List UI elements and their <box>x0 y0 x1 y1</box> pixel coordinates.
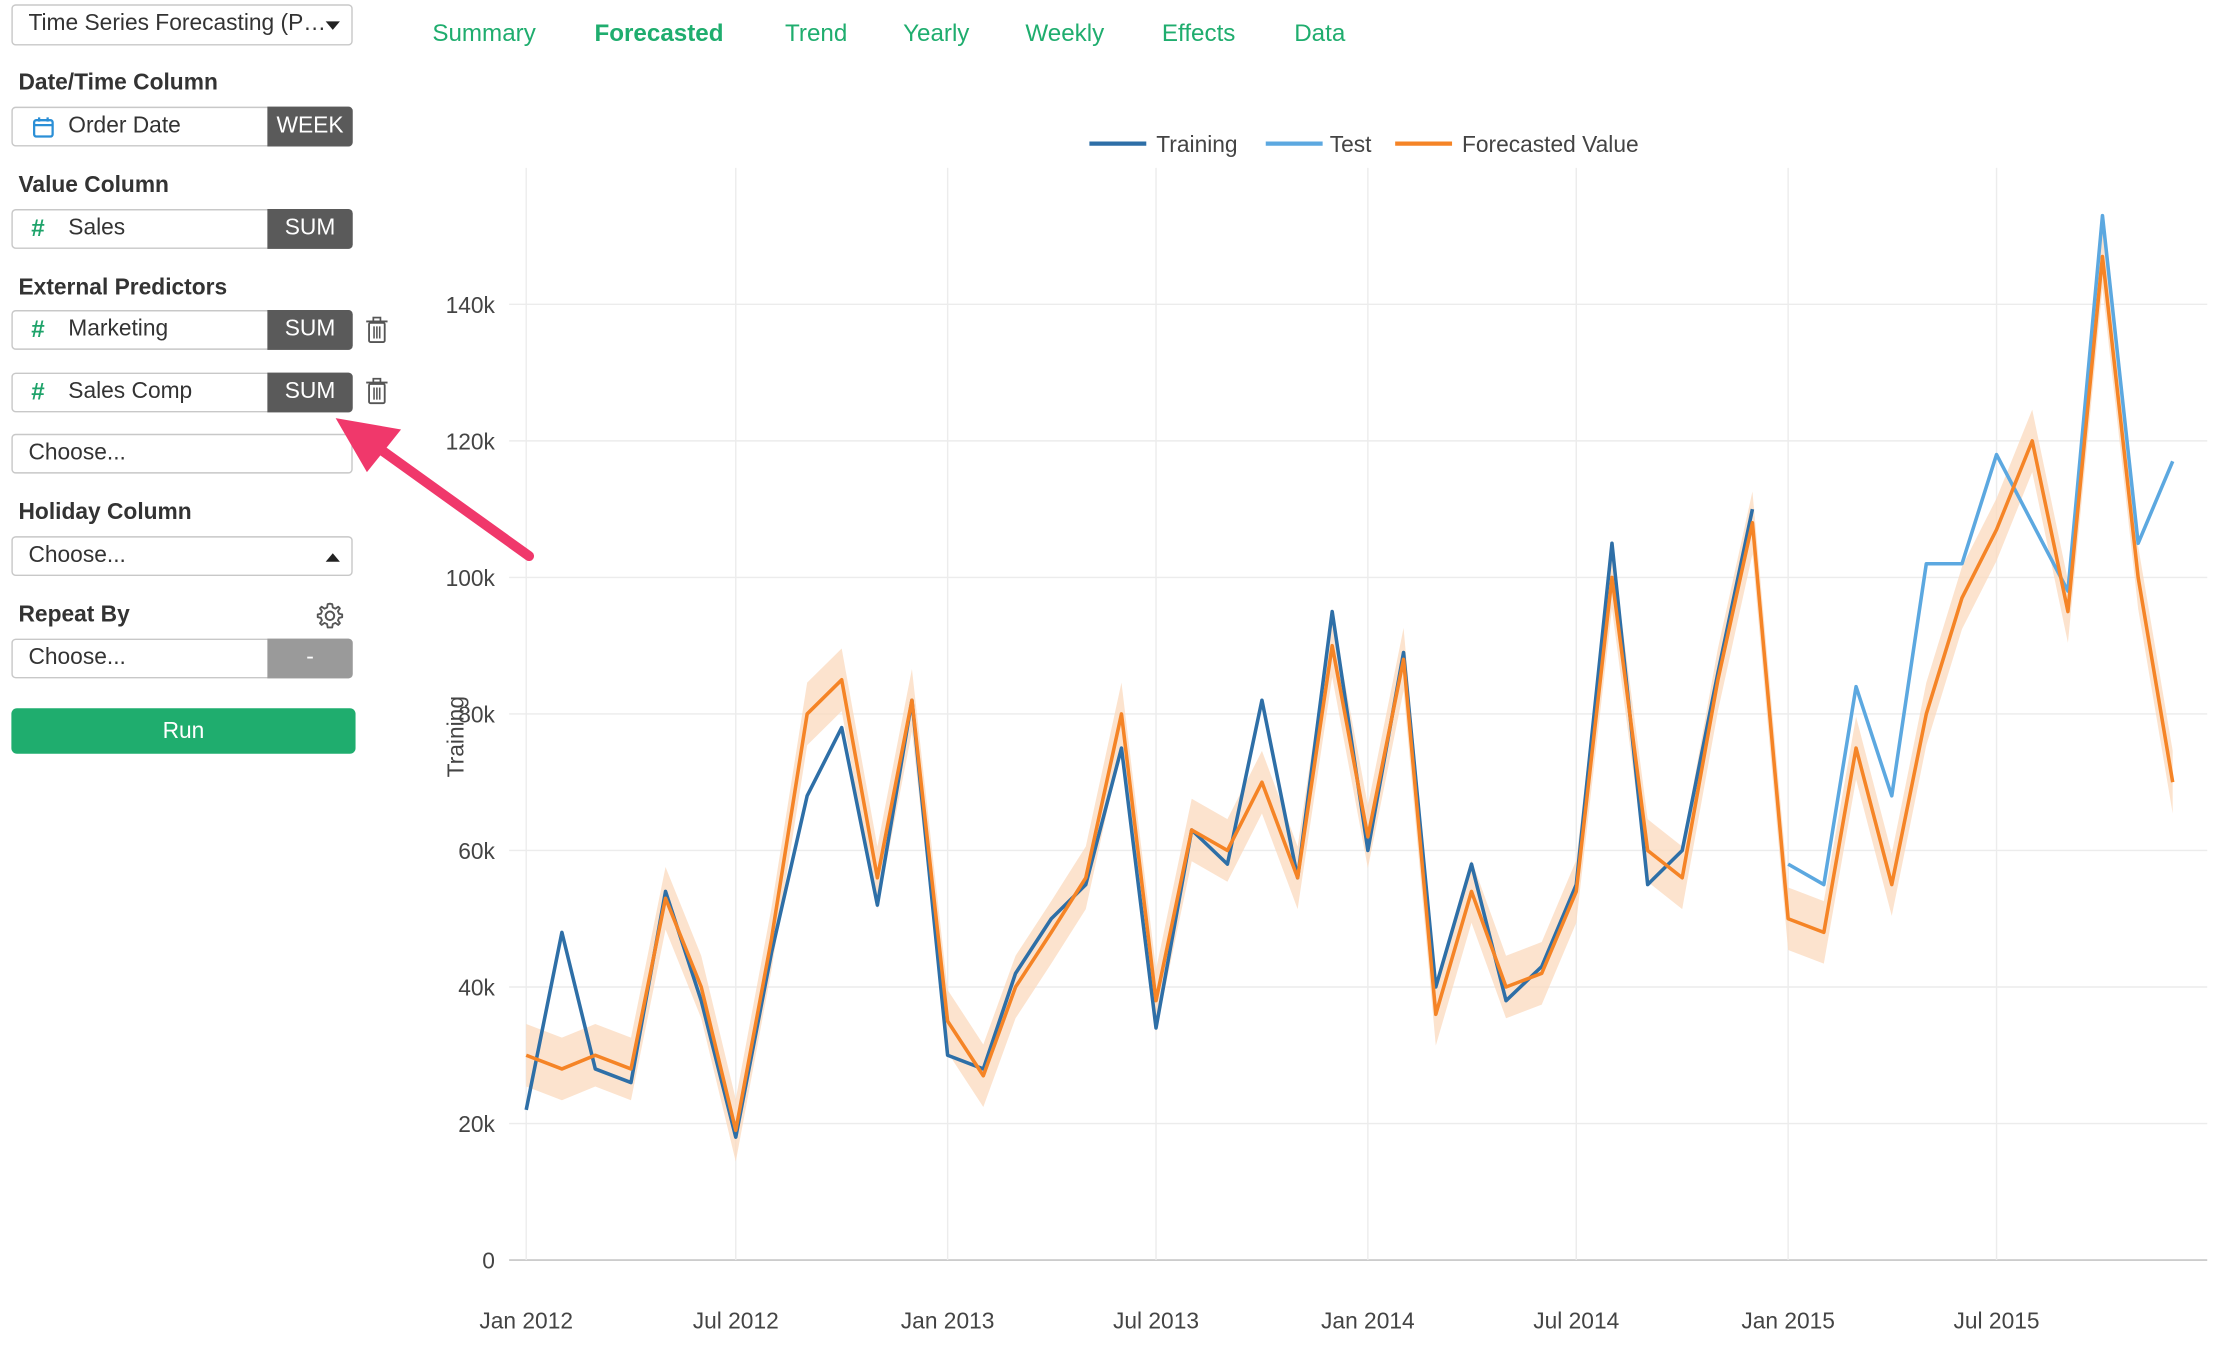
predictor-field-marketing[interactable]: # Marketing SUM <box>11 310 353 350</box>
holiday-column-select[interactable]: Choose... <box>11 536 353 576</box>
x-tick-label: Jan 2012 <box>479 1307 573 1333</box>
y-tick-label: 120k <box>446 428 496 454</box>
analysis-type-select[interactable]: Time Series Forecasting (P… <box>11 4 353 46</box>
chevron-up-icon <box>325 553 340 562</box>
y-tick-label: 20k <box>458 1111 495 1137</box>
y-axis-title: Training <box>443 696 469 777</box>
repeat-by-select[interactable]: Choose... - <box>11 638 353 679</box>
legend-training-label: Training <box>1156 131 1237 157</box>
run-button[interactable]: Run <box>11 708 356 754</box>
forecast-band <box>526 225 2173 1162</box>
value-column-value: Sales <box>68 216 126 241</box>
predictor-value: Marketing <box>68 317 169 342</box>
predictor-choose-placeholder: Choose... <box>28 440 126 466</box>
hash-icon: # <box>31 214 45 242</box>
x-tick-label: Jan 2015 <box>1741 1307 1835 1333</box>
analysis-type-value: Time Series Forecasting (P… <box>28 11 327 36</box>
forecast-chart: Training Test Forecasted Value 0 20k 40k 60… <box>443 131 2208 1333</box>
holiday-choose-placeholder: Choose... <box>28 543 126 568</box>
tab-trend[interactable]: Trend <box>785 19 848 47</box>
tab-yearly[interactable]: Yearly <box>903 19 970 47</box>
chevron-down-icon <box>325 21 340 30</box>
tab-forecasted[interactable]: Forecasted <box>594 19 724 47</box>
hash-icon: # <box>31 378 45 406</box>
x-tick-label: Jan 2013 <box>901 1307 995 1333</box>
y-tick-label: 60k <box>458 838 495 864</box>
predictor-agg-button[interactable]: SUM <box>267 372 353 413</box>
value-agg-button[interactable]: SUM <box>267 209 353 249</box>
chart-grid <box>509 167 2208 1261</box>
tab-summary[interactable]: Summary <box>432 19 536 47</box>
forecast-series-line <box>525 254 2175 1133</box>
x-axis: Jan 2012 Jul 2012 Jan 2013 Jul 2013 Jan 2014… <box>479 1307 2039 1333</box>
chart-legend: Training Test Forecasted Value <box>1089 131 1639 157</box>
y-tick-label: 100k <box>446 565 496 591</box>
hash-icon: # <box>31 315 45 343</box>
test-series-line <box>1787 213 2175 887</box>
gear-icon[interactable] <box>316 602 344 630</box>
repeat-agg-button[interactable]: - <box>267 638 353 679</box>
annotation-arrow-icon <box>335 418 535 562</box>
training-series-line <box>524 508 1755 1139</box>
y-tick-label: 80k <box>458 701 495 727</box>
y-axis: 0 20k 40k 60k 80k 100k 120k 140k <box>446 292 496 1274</box>
repeat-choose-placeholder: Choose... <box>28 645 126 670</box>
trash-icon[interactable] <box>364 316 390 344</box>
holiday-column-label: Holiday Column <box>18 500 192 525</box>
x-tick-label: Jul 2013 <box>1113 1307 1199 1333</box>
x-tick-label: Jul 2014 <box>1533 1307 1619 1333</box>
predictor-choose-select[interactable]: Choose... <box>11 433 353 474</box>
legend-forecast-label: Forecasted Value <box>1462 131 1639 157</box>
x-tick-label: Jul 2015 <box>1954 1307 2040 1333</box>
value-column-field[interactable]: # Sales SUM <box>11 209 353 249</box>
trash-icon[interactable] <box>364 377 390 405</box>
calendar-icon <box>32 117 54 138</box>
predictor-field-sales-comp[interactable]: # Sales Comp SUM <box>11 372 353 413</box>
external-predictors-label: External Predictors <box>18 275 228 301</box>
x-tick-label: Jan 2014 <box>1321 1307 1415 1333</box>
tab-weekly[interactable]: Weekly <box>1025 19 1105 47</box>
legend-test-label: Test <box>1330 131 1372 157</box>
x-tick-label: Jul 2012 <box>693 1307 779 1333</box>
datetime-column-field[interactable]: Order Date WEEK <box>11 106 353 147</box>
datetime-column-value: Order Date <box>68 113 181 138</box>
tab-effects[interactable]: Effects <box>1161 19 1236 47</box>
y-tick-label: 0 <box>482 1248 495 1274</box>
y-tick-label: 140k <box>446 292 496 318</box>
tab-data[interactable]: Data <box>1294 19 1346 47</box>
plot-area <box>524 213 2175 1162</box>
predictor-value: Sales Comp <box>68 379 193 404</box>
settings-panel: Time Series Forecasting (P… Date/Time Co… <box>0 0 388 1357</box>
y-tick-label: 40k <box>458 975 495 1001</box>
predictor-agg-button[interactable]: SUM <box>267 310 353 350</box>
repeat-by-label: Repeat By <box>18 603 130 628</box>
value-column-label: Value Column <box>18 173 169 198</box>
datetime-column-label: Date/Time Column <box>18 71 218 96</box>
datetime-unit-button[interactable]: WEEK <box>267 106 353 147</box>
